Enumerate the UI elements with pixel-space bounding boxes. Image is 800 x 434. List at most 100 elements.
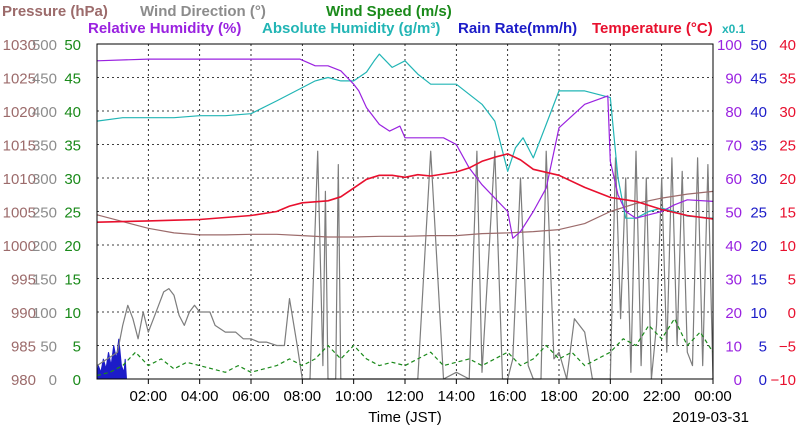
right-tick-label-relative-humidity: 10 xyxy=(725,339,742,356)
title-pressure: Pressure (hPa) xyxy=(2,3,108,20)
right-tick-label-relative-humidity: 90 xyxy=(725,71,742,88)
left-tick-label-wind-speed-m-s: 10 xyxy=(64,305,81,322)
left-tick-label-wind-direction: 50 xyxy=(40,339,57,356)
x-tick-label: 20:00 xyxy=(592,388,630,405)
right-tick-label-relative-humidity: 50 xyxy=(725,205,742,222)
left-tick-label-wind-direction: 450 xyxy=(32,71,57,88)
left-tick-label-wind-direction: 0 xyxy=(49,372,57,389)
left-tick-label-pressure-hpa: 1015 xyxy=(3,138,36,155)
left-tick-label-wind-speed-m-s: 40 xyxy=(64,104,81,121)
title-scale-note: x0.1 xyxy=(722,22,746,36)
title-temperature: Temperature (°C) xyxy=(592,20,713,37)
left-tick-label-wind-speed-m-s: 15 xyxy=(64,272,81,289)
right-tick-label-temperature-c: 10 xyxy=(779,238,796,255)
right-tick-label-temperature-c: 40 xyxy=(779,37,796,54)
left-tick-label-wind-speed-m-s: 5 xyxy=(73,339,81,356)
right-tick-label-relative-humidity: 40 xyxy=(725,238,742,255)
x-tick-label: 06:00 xyxy=(232,388,270,405)
right-axes: 0102030405060708090100051015202530354045… xyxy=(717,37,796,389)
x-tick-label: 16:00 xyxy=(489,388,527,405)
title-rain-rate: Rain Rate(mm/h) xyxy=(458,20,577,37)
left-tick-label-wind-speed-m-s: 45 xyxy=(64,71,81,88)
left-tick-label-pressure-hpa: 1020 xyxy=(3,104,36,121)
x-axis: 02:00 04:00 06:00 08:00 10:00 12:00 14:00 16:00… xyxy=(130,379,732,405)
left-tick-label-pressure-hpa: 1005 xyxy=(3,205,36,222)
series-temperature-c xyxy=(96,153,714,223)
right-tick-label-rain-rate-mm-h: 40 xyxy=(750,104,767,121)
right-tick-label-temperature-c: 0 xyxy=(788,305,796,322)
left-tick-label-wind-speed-m-s: 35 xyxy=(64,138,81,155)
x-axis-label: Time (JST) xyxy=(368,409,442,426)
right-tick-label-rain-rate-mm-h: 45 xyxy=(750,71,767,88)
x-tick-label: 12:00 xyxy=(386,388,424,405)
right-tick-label-relative-humidity: 80 xyxy=(725,104,742,121)
x-tick-label: 00:00 xyxy=(694,388,732,405)
left-tick-label-pressure-hpa: 1030 xyxy=(3,37,36,54)
left-tick-label-pressure-hpa: 1000 xyxy=(3,238,36,255)
right-tick-label-relative-humidity: 100 xyxy=(717,37,742,54)
right-tick-label-temperature-c: 25 xyxy=(779,138,796,155)
left-axes: 9809859909951000100510101015102010251030… xyxy=(3,37,81,389)
right-tick-label-rain-rate-mm-h: 15 xyxy=(750,272,767,289)
right-tick-label-temperature-c: 30 xyxy=(779,104,796,121)
left-tick-label-wind-direction: 100 xyxy=(32,305,57,322)
right-tick-label-rain-rate-mm-h: 35 xyxy=(750,138,767,155)
x-tick-label: 22:00 xyxy=(643,388,681,405)
title-line-2: Relative Humidity (%) Absolute Humidity … xyxy=(88,20,746,37)
right-tick-label-temperature-c: 20 xyxy=(779,171,796,188)
right-tick-label-relative-humidity: 0 xyxy=(734,372,742,389)
right-tick-label-rain-rate-mm-h: 20 xyxy=(750,238,767,255)
date-label: 2019-03-31 xyxy=(672,409,749,426)
x-tick-label: 08:00 xyxy=(284,388,322,405)
left-tick-label-wind-speed-m-s: 50 xyxy=(64,37,81,54)
left-tick-label-wind-speed-m-s: 25 xyxy=(64,205,81,222)
right-tick-label-temperature-c: −10 xyxy=(771,372,796,389)
series-pressure-hpa xyxy=(96,190,714,238)
title-line-1: Pressure (hPa) Wind Direction (°) Wind S… xyxy=(2,3,452,20)
left-tick-label-wind-speed-m-s: 0 xyxy=(73,372,81,389)
right-tick-label-temperature-c: −5 xyxy=(779,339,796,356)
left-tick-label-wind-speed-m-s: 20 xyxy=(64,238,81,255)
grid xyxy=(97,44,713,379)
right-tick-label-rain-rate-mm-h: 30 xyxy=(750,171,767,188)
right-tick-label-rain-rate-mm-h: 0 xyxy=(759,372,767,389)
left-tick-label-wind-direction: 500 xyxy=(32,37,57,54)
series-wind-speed-m-s xyxy=(96,318,714,377)
title-wind-direction: Wind Direction (°) xyxy=(140,3,266,20)
left-tick-label-pressure-hpa: 995 xyxy=(11,272,36,289)
left-tick-label-wind-direction: 400 xyxy=(32,104,57,121)
left-tick-label-wind-direction: 250 xyxy=(32,205,57,222)
left-tick-label-wind-direction: 200 xyxy=(32,238,57,255)
title-wind-speed: Wind Speed (m/s) xyxy=(326,3,452,20)
right-tick-label-rain-rate-mm-h: 5 xyxy=(759,339,767,356)
right-tick-label-rain-rate-mm-h: 10 xyxy=(750,305,767,322)
left-tick-label-wind-direction: 350 xyxy=(32,138,57,155)
right-tick-label-temperature-c: 15 xyxy=(779,205,796,222)
left-tick-label-wind-direction: 150 xyxy=(32,272,57,289)
right-tick-label-rain-rate-mm-h: 25 xyxy=(750,205,767,222)
left-tick-label-pressure-hpa: 990 xyxy=(11,305,36,322)
right-tick-label-relative-humidity: 30 xyxy=(725,272,742,289)
left-tick-label-wind-direction: 300 xyxy=(32,171,57,188)
right-tick-label-temperature-c: 5 xyxy=(788,272,796,289)
right-tick-label-relative-humidity: 20 xyxy=(725,305,742,322)
left-tick-label-pressure-hpa: 1025 xyxy=(3,71,36,88)
right-tick-label-relative-humidity: 70 xyxy=(725,138,742,155)
left-tick-label-wind-speed-m-s: 30 xyxy=(64,171,81,188)
right-tick-label-temperature-c: 35 xyxy=(779,71,796,88)
title-absolute-humidity: Absolute Humidity (g/m³) xyxy=(262,20,440,37)
series-absolute-humidity-g-m-x0-1 xyxy=(96,53,714,219)
x-tick-label: 14:00 xyxy=(438,388,476,405)
series-relative-humidity xyxy=(96,58,714,239)
x-tick-label: 18:00 xyxy=(540,388,578,405)
left-tick-label-pressure-hpa: 1010 xyxy=(3,171,36,188)
left-tick-label-pressure-hpa: 980 xyxy=(11,372,36,389)
left-tick-label-pressure-hpa: 985 xyxy=(11,339,36,356)
x-tick-label: 10:00 xyxy=(335,388,373,405)
x-tick-label: 04:00 xyxy=(181,388,219,405)
right-tick-label-rain-rate-mm-h: 50 xyxy=(750,37,767,54)
title-relative-humidity: Relative Humidity (%) xyxy=(88,20,241,37)
x-tick-label: 02:00 xyxy=(130,388,168,405)
right-tick-label-relative-humidity: 60 xyxy=(725,171,742,188)
